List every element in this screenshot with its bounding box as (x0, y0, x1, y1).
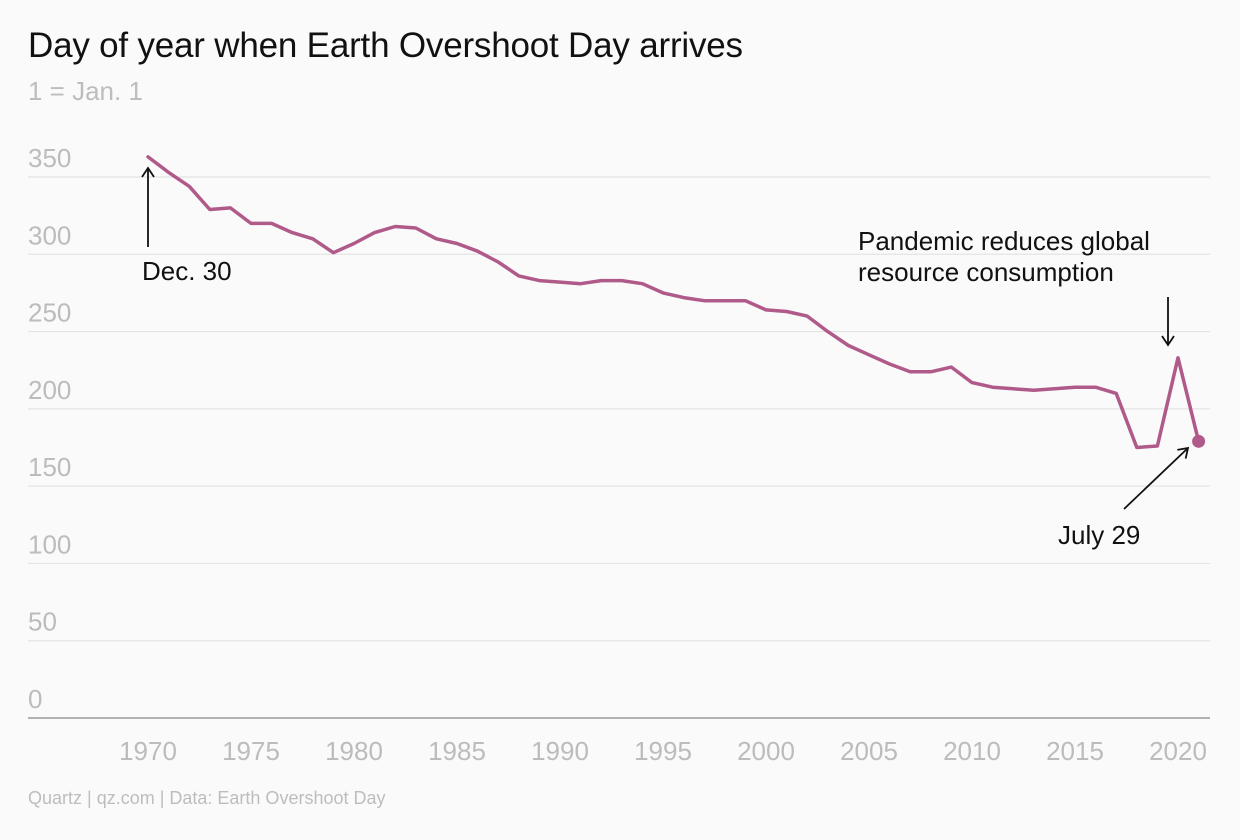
annotation-pandemic-line2: resource consumption (858, 257, 1114, 287)
source-credit: Quartz | qz.com | Data: Earth Overshoot … (28, 788, 386, 808)
y-tick-label: 250 (28, 298, 71, 328)
y-tick-label: 150 (28, 452, 71, 482)
y-tick-label: 50 (28, 607, 57, 637)
y-tick-label: 300 (28, 220, 71, 250)
x-tick-label: 2005 (840, 736, 898, 766)
x-axis-ticks: 1970 1975 1980 1985 1990 1995 2000 2005 2010 2015… (119, 736, 1207, 766)
x-tick-label: 1975 (222, 736, 280, 766)
y-tick-label: 350 (28, 143, 71, 173)
annotation-july29: July 29 (1058, 520, 1140, 550)
x-tick-label: 1980 (325, 736, 383, 766)
annotation-pandemic-line1: Pandemic reduces global (858, 226, 1150, 256)
x-tick-label: 2020 (1149, 736, 1207, 766)
x-tick-label: 2000 (737, 736, 795, 766)
end-point-marker (1192, 434, 1206, 448)
annotations: Dec. 30 Pandemic reduces global resource… (141, 166, 1190, 550)
annotation-dec30: Dec. 30 (142, 256, 232, 286)
annotation-arrow-july29 (1123, 446, 1190, 510)
y-tick-label: 100 (28, 529, 71, 559)
x-tick-label: 1995 (634, 736, 692, 766)
x-tick-label: 2010 (943, 736, 1001, 766)
chart-title: Day of year when Earth Overshoot Day arr… (28, 26, 743, 65)
x-tick-label: 1990 (531, 736, 589, 766)
series-line (146, 155, 1201, 450)
x-tick-label: 1985 (428, 736, 486, 766)
series (146, 155, 1206, 450)
gridlines (28, 176, 1210, 719)
y-tick-label: 0 (28, 684, 42, 714)
x-tick-label: 2015 (1046, 736, 1104, 766)
y-axis-ticks: 0 50 100 150 200 250 300 350 (28, 143, 71, 714)
y-tick-label: 200 (28, 375, 71, 405)
x-tick-label: 1970 (119, 736, 177, 766)
chart-subtitle: 1 = Jan. 1 (28, 76, 143, 106)
